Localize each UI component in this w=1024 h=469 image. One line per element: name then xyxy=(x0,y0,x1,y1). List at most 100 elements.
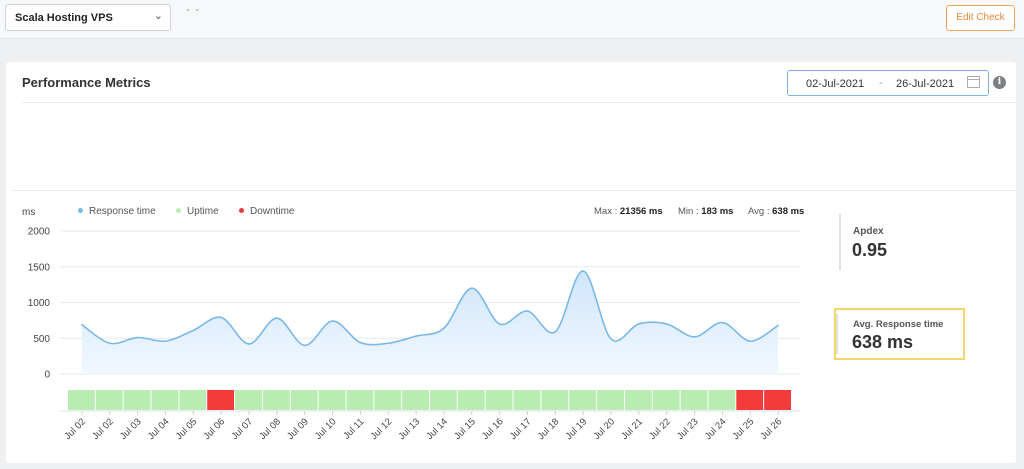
response-time-point xyxy=(136,336,139,339)
status-bar-up xyxy=(624,390,652,410)
response-time-point xyxy=(582,270,584,272)
status-bar-up xyxy=(430,390,457,410)
status-bar-up xyxy=(597,390,624,410)
status-bar-up xyxy=(374,390,402,410)
response-time-point xyxy=(470,287,473,290)
apdex-value: 0.95 xyxy=(852,240,888,260)
status-bar-up xyxy=(95,390,123,410)
legend-uptime[interactable]: Uptime xyxy=(176,206,219,217)
y-tick-label: 0 xyxy=(44,370,50,381)
response-time-point xyxy=(220,316,222,319)
top-bar: Scala Hosting VPS ⌄ - - Edit Check xyxy=(0,0,1024,39)
x-tick-label: Jul 25 xyxy=(731,416,757,442)
stat-label: Avg xyxy=(748,206,765,217)
x-tick-label: Jul 10 xyxy=(313,416,339,442)
legend-label: Response time xyxy=(89,206,156,217)
response-time-point xyxy=(526,310,529,312)
response-time-point xyxy=(108,342,111,345)
response-time-point xyxy=(665,323,668,325)
chevron-down-icon: ⌄ xyxy=(153,10,163,22)
monitor-select[interactable]: Scala Hosting VPS ⌄ xyxy=(5,4,171,31)
monitor-select-value: Scala Hosting VPS xyxy=(15,12,113,24)
avg-response-label: Avg. Response time xyxy=(853,319,944,330)
x-tick-label: Jul 24 xyxy=(703,416,729,442)
x-tick-label: Jul 12 xyxy=(369,416,395,442)
x-tick-label: Jul 17 xyxy=(508,416,534,442)
x-tick-label: Jul 09 xyxy=(285,416,311,442)
x-tick-label: Jul 16 xyxy=(480,416,506,442)
response-time-point xyxy=(721,321,724,324)
response-time-point xyxy=(81,323,83,326)
status-bar-up xyxy=(457,390,485,410)
legend-dot-icon xyxy=(239,207,244,213)
x-tick-label: Jul 14 xyxy=(424,416,450,442)
x-tick-label: Jul 02 xyxy=(62,416,88,442)
calendar-icon[interactable] xyxy=(967,76,980,88)
stat-avg: Avg : 638 ms xyxy=(748,206,805,217)
legend-dot-icon xyxy=(78,207,83,213)
x-tick-label: Jul 04 xyxy=(146,416,172,442)
legend-downtime[interactable]: Downtime xyxy=(239,206,294,217)
date-range-picker[interactable]: 02-Jul-2021 - 26-Jul-2021 xyxy=(787,70,989,96)
response-time-point xyxy=(248,343,250,345)
edit-check-button[interactable]: Edit Check xyxy=(946,5,1015,31)
status-bar-up xyxy=(402,390,429,410)
response-time-point xyxy=(749,340,752,342)
y-axis-unit: ms xyxy=(22,207,36,218)
status-bar-down xyxy=(764,390,791,410)
status-bar-up xyxy=(708,390,736,410)
x-tick-label: Jul 26 xyxy=(758,416,784,442)
status-bar-up xyxy=(318,390,346,410)
status-bar-down xyxy=(736,390,764,410)
status-bar-up xyxy=(235,390,262,410)
status-bar-up xyxy=(513,390,541,410)
stat-value: 21356 ms xyxy=(619,206,663,217)
legend-label: Downtime xyxy=(250,206,295,217)
response-time-point xyxy=(303,344,306,347)
response-time-point xyxy=(276,317,278,320)
apdex-label: Apdex xyxy=(853,226,884,237)
chart-divider xyxy=(12,190,1016,191)
stat-value: 183 ms xyxy=(701,206,734,217)
stat-min: Min : 183 ms xyxy=(678,206,734,217)
monitor-subtitle: - - xyxy=(186,2,201,16)
response-time-point xyxy=(359,341,362,344)
stat-label: Max xyxy=(594,206,612,217)
response-time-point xyxy=(387,342,390,345)
response-time-point xyxy=(415,335,417,337)
stat-max: Max : 21356 ms xyxy=(594,206,663,217)
response-time-point xyxy=(638,323,640,325)
x-tick-label: Jul 18 xyxy=(536,416,562,442)
avg-response-panel: Avg. Response time 638 ms xyxy=(834,308,965,360)
response-time-point xyxy=(192,329,195,332)
response-time-point xyxy=(777,324,779,327)
card-title: Performance Metrics xyxy=(22,75,151,90)
x-tick-label: Jul 13 xyxy=(396,416,422,442)
y-tick-label: 1500 xyxy=(28,262,51,273)
legend-response-time[interactable]: Response time xyxy=(78,206,156,217)
status-bar-down xyxy=(207,390,235,410)
status-bar-up xyxy=(680,390,708,410)
response-time-line xyxy=(81,270,779,347)
response-time-point xyxy=(693,336,696,338)
date-separator: - xyxy=(879,77,883,89)
x-tick-label: Jul 22 xyxy=(647,416,673,442)
status-bar-up xyxy=(346,390,374,410)
y-tick-label: 2000 xyxy=(28,227,51,238)
x-tick-label: Jul 21 xyxy=(619,416,645,442)
x-tick-label: Jul 05 xyxy=(174,416,200,442)
avg-response-value: 638 ms xyxy=(852,332,914,352)
status-bar-up xyxy=(290,390,318,410)
info-icon[interactable]: i xyxy=(993,76,1006,89)
date-from: 02-Jul-2021 xyxy=(806,78,865,90)
response-time-point xyxy=(610,338,612,340)
status-bar-up xyxy=(151,390,179,410)
status-bar-up xyxy=(569,390,597,410)
y-tick-label: 1000 xyxy=(28,298,51,309)
x-tick-label: Jul 07 xyxy=(229,416,255,442)
status-bar-up xyxy=(485,390,513,410)
stat-label: Min xyxy=(678,206,694,217)
x-tick-label: Jul 08 xyxy=(257,416,283,442)
avg-response-divider xyxy=(836,314,838,354)
